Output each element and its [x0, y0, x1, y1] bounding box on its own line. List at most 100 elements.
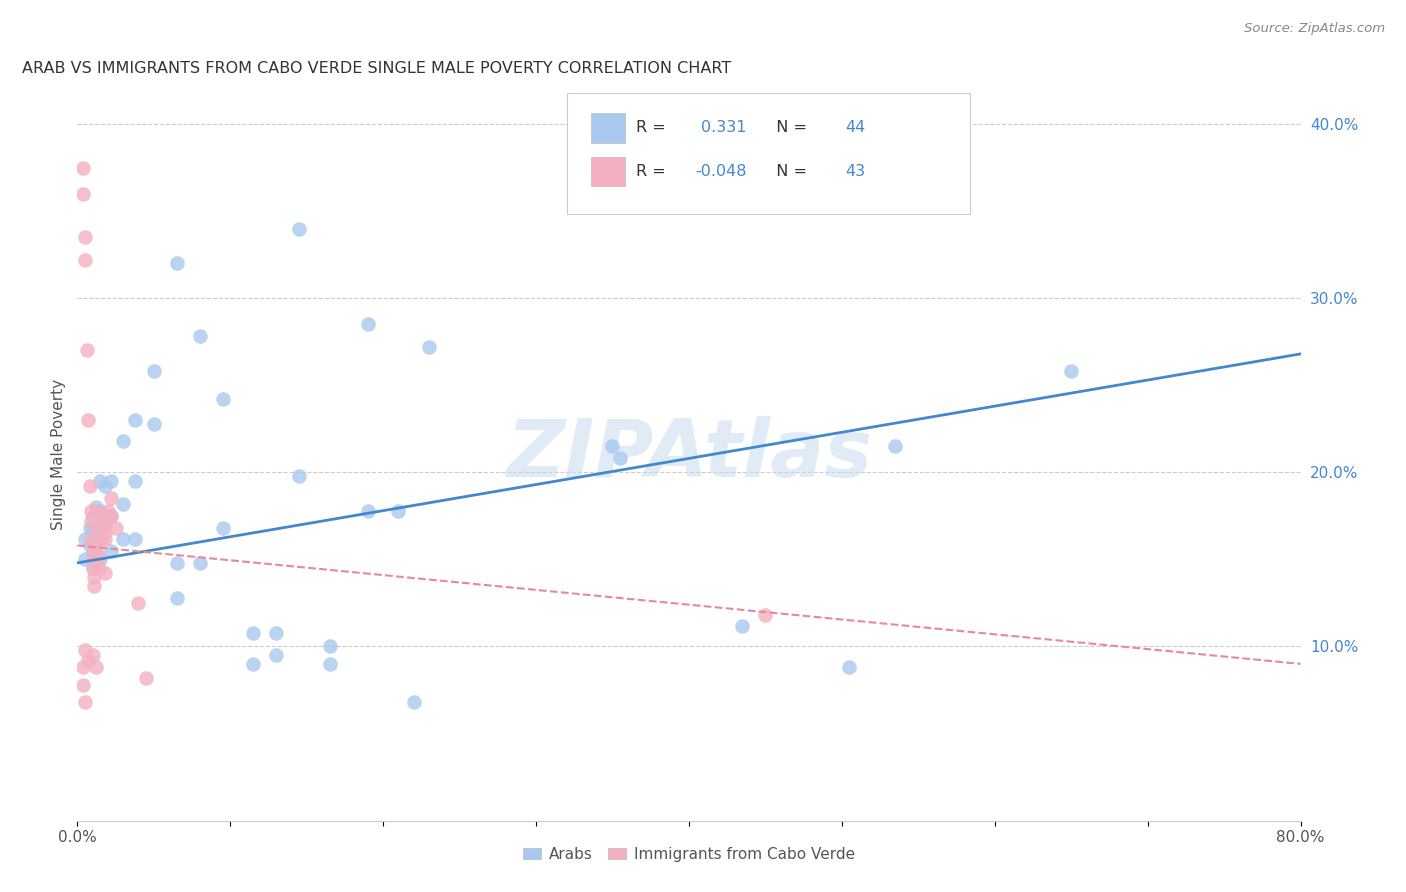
Point: [112, 434, 135, 448]
Point: [73, 643, 96, 657]
Point: [100, 491, 122, 506]
Point: [387, 503, 409, 517]
Text: 0.331: 0.331: [702, 120, 747, 136]
Point: [402, 695, 425, 709]
Point: [84, 660, 107, 674]
Point: [609, 451, 631, 466]
FancyBboxPatch shape: [591, 113, 626, 143]
Text: 44: 44: [845, 120, 866, 136]
Point: [73, 532, 96, 546]
Point: [188, 556, 211, 570]
Point: [82, 521, 104, 535]
Text: R =: R =: [637, 164, 671, 179]
Point: [838, 660, 860, 674]
Point: [1060, 364, 1083, 378]
Point: [72, 161, 94, 175]
Point: [87, 561, 110, 575]
Point: [112, 497, 135, 511]
Point: [77, 413, 100, 427]
Point: [166, 556, 188, 570]
Legend: Arabs, Immigrants from Cabo Verde: Arabs, Immigrants from Cabo Verde: [517, 840, 860, 868]
Point: [242, 657, 264, 671]
Point: [89, 526, 111, 541]
Point: [94, 532, 117, 546]
Point: [264, 625, 287, 640]
Point: [89, 552, 111, 566]
Point: [288, 221, 311, 235]
Point: [124, 413, 146, 427]
Point: [264, 648, 287, 663]
Point: [104, 521, 127, 535]
Point: [288, 468, 311, 483]
Point: [357, 318, 380, 332]
Point: [94, 566, 117, 581]
Point: [90, 508, 112, 523]
Text: N =: N =: [766, 164, 813, 179]
Point: [80, 514, 103, 528]
Point: [357, 503, 380, 517]
Text: R =: R =: [637, 120, 671, 136]
Point: [602, 439, 624, 453]
Point: [97, 503, 120, 517]
Point: [754, 608, 776, 623]
Point: [72, 678, 94, 692]
Text: -0.048: -0.048: [695, 164, 747, 179]
Point: [79, 539, 101, 553]
Point: [188, 329, 211, 343]
Point: [72, 660, 94, 674]
Point: [83, 578, 105, 592]
Point: [87, 532, 110, 546]
Point: [731, 618, 754, 632]
FancyBboxPatch shape: [567, 93, 970, 213]
Point: [73, 252, 96, 267]
Point: [79, 521, 101, 535]
Point: [89, 503, 111, 517]
Point: [135, 671, 157, 685]
Point: [84, 503, 107, 517]
Point: [90, 532, 112, 546]
Point: [100, 508, 122, 523]
Point: [73, 230, 96, 244]
Text: 43: 43: [845, 164, 866, 179]
Point: [80, 503, 103, 517]
Point: [211, 392, 233, 407]
Point: [166, 256, 188, 270]
Point: [142, 364, 165, 378]
Point: [83, 570, 105, 584]
Point: [77, 653, 100, 667]
Point: [318, 657, 340, 671]
Point: [94, 526, 117, 541]
Text: Source: ZipAtlas.com: Source: ZipAtlas.com: [1244, 22, 1385, 36]
Point: [79, 479, 101, 493]
Point: [89, 474, 111, 488]
Point: [124, 532, 146, 546]
Point: [100, 474, 122, 488]
Point: [318, 640, 340, 654]
Point: [73, 695, 96, 709]
Point: [84, 526, 107, 541]
FancyBboxPatch shape: [591, 157, 626, 186]
Point: [166, 591, 188, 605]
Point: [82, 543, 104, 558]
Point: [142, 417, 165, 431]
Point: [73, 552, 96, 566]
Point: [211, 521, 233, 535]
Point: [94, 517, 117, 532]
Point: [84, 543, 107, 558]
Point: [112, 532, 135, 546]
Point: [82, 508, 104, 523]
Point: [80, 532, 103, 546]
Point: [82, 561, 104, 575]
Text: ZIPAtlas: ZIPAtlas: [506, 416, 872, 494]
Point: [94, 514, 117, 528]
Point: [100, 543, 122, 558]
Point: [84, 521, 107, 535]
Point: [82, 561, 104, 575]
Point: [82, 549, 104, 563]
Point: [84, 500, 107, 515]
Point: [884, 439, 907, 453]
Point: [94, 479, 117, 493]
Point: [82, 539, 104, 553]
Point: [76, 343, 98, 358]
Point: [72, 186, 94, 201]
